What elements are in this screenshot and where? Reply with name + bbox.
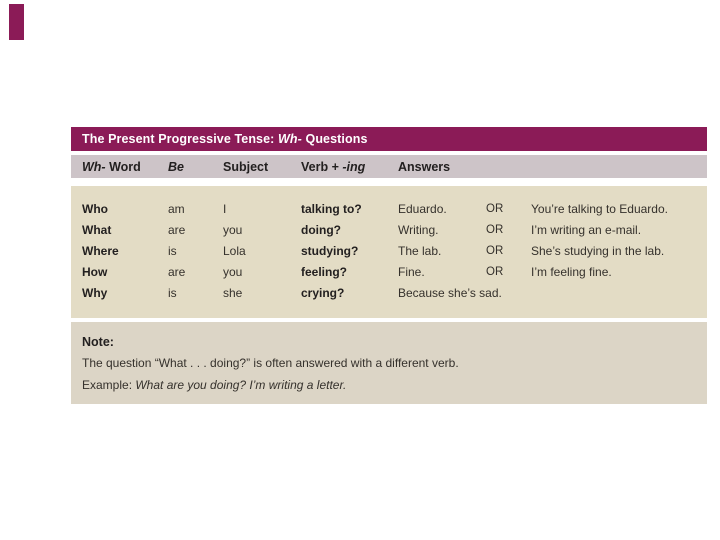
note-example-line: Example: What are you doing? I’m writing…: [82, 374, 695, 396]
table-row: Why is she crying? Because she’s sad.: [82, 282, 707, 303]
column-header-row: Wh- Word Be Subject Verb + -ing Answers: [71, 155, 707, 178]
table-body: Who am I talking to? Eduardo. OR You’re …: [71, 186, 707, 318]
cell-short-answer: Because she’s sad.: [398, 285, 502, 300]
cell-be: are: [168, 222, 186, 237]
cell-short-answer: Eduardo.: [398, 201, 447, 216]
cell-be: are: [168, 264, 186, 279]
cell-subject: she: [223, 285, 243, 300]
cell-long-answer: I’m writing an e-mail.: [531, 222, 642, 237]
cell-subject: Lola: [223, 243, 246, 258]
cell-wh-word: How: [82, 264, 108, 279]
chart-title-suffix: Questions: [301, 132, 368, 146]
header-subject: Subject: [223, 159, 269, 174]
cell-wh-word: Who: [82, 201, 108, 216]
table-row: Who am I talking to? Eduardo. OR You’re …: [82, 198, 707, 219]
cell-wh-word: Why: [82, 285, 108, 300]
note-example-italic: What are you doing? I’m writing a letter…: [135, 378, 347, 392]
cell-or: OR: [486, 265, 504, 278]
cell-be: am: [168, 201, 185, 216]
cell-verb: feeling?: [301, 264, 348, 279]
cell-verb: talking to?: [301, 201, 362, 216]
cell-subject: you: [223, 264, 243, 279]
chart-title-italic: Wh-: [278, 132, 302, 146]
corner-accent-bar: [9, 4, 24, 40]
header-answers: Answers: [398, 159, 451, 174]
table-row: How are you feeling? Fine. OR I’m feelin…: [82, 261, 707, 282]
cell-or: OR: [486, 223, 504, 236]
table-row: Where is Lola studying? The lab. OR She’…: [82, 240, 707, 261]
chart-title-bar: The Present Progressive Tense: Wh- Quest…: [71, 127, 707, 151]
cell-short-answer: Writing.: [398, 222, 439, 237]
cell-long-answer: You’re talking to Eduardo.: [531, 201, 668, 216]
note-section: Note: The question “What . . . doing?” i…: [71, 322, 707, 404]
cell-short-answer: Fine.: [398, 264, 425, 279]
note-label: Note:: [82, 335, 114, 349]
cell-wh-word: Where: [82, 243, 119, 258]
header-wh-word: Wh- Word: [82, 159, 141, 174]
cell-short-answer: The lab.: [398, 243, 442, 258]
header-be: Be: [168, 159, 184, 174]
cell-or: OR: [486, 244, 504, 257]
table-row: What are you doing? Writing. OR I’m writ…: [82, 219, 707, 240]
cell-verb: doing?: [301, 222, 341, 237]
cell-wh-word: What: [82, 222, 112, 237]
cell-long-answer: She’s studying in the lab.: [531, 243, 665, 258]
cell-be: is: [168, 243, 177, 258]
header-verb-ing: Verb + -ing: [301, 159, 366, 174]
chart-title-text: The Present Progressive Tense:: [82, 132, 279, 146]
note-text-line: The question “What . . . doing?” is ofte…: [82, 356, 459, 370]
cell-verb: studying?: [301, 243, 359, 258]
cell-be: is: [168, 285, 177, 300]
grammar-chart: The Present Progressive Tense: Wh- Quest…: [71, 127, 707, 404]
note-example-label: Example:: [82, 378, 136, 392]
cell-verb: crying?: [301, 285, 345, 300]
cell-long-answer: I’m feeling fine.: [531, 264, 612, 279]
cell-or: OR: [486, 202, 504, 215]
cell-subject: I: [223, 201, 227, 216]
cell-subject: you: [223, 222, 243, 237]
